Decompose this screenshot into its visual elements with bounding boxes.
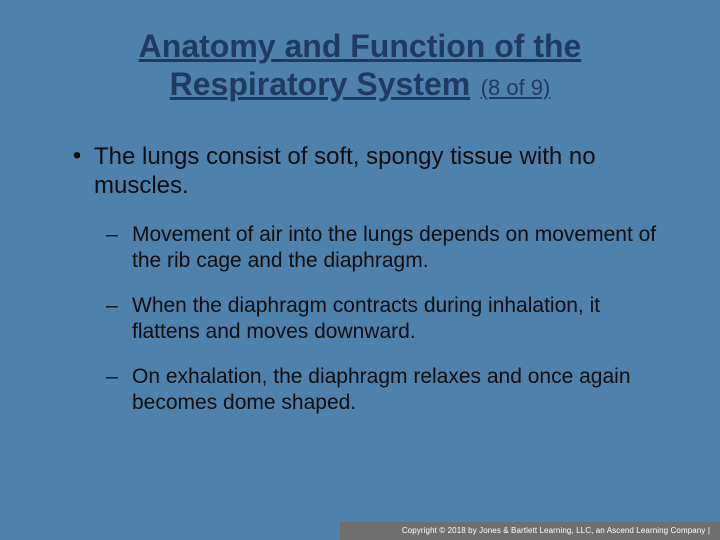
sub-bullets: – Movement of air into the lungs depends… (60, 222, 660, 416)
sub-bullet-text: When the diaphragm contracts during inha… (132, 293, 660, 344)
dash-marker: – (106, 364, 132, 415)
slide-counter: (8 of 9) (481, 75, 551, 100)
dash-marker: – (106, 222, 132, 273)
bullet-level2: – On exhalation, the diaphragm relaxes a… (106, 364, 660, 415)
dash-marker: – (106, 293, 132, 344)
bullet-level2: – When the diaphragm contracts during in… (106, 293, 660, 344)
slide-title-block: Anatomy and Function of the Respiratory … (50, 28, 670, 104)
slide: Anatomy and Function of the Respiratory … (0, 0, 720, 540)
bullet-level1: • The lungs consist of soft, spongy tiss… (60, 142, 660, 201)
bullet-text: The lungs consist of soft, spongy tissue… (94, 142, 660, 201)
sub-bullet-text: On exhalation, the diaphragm relaxes and… (132, 364, 660, 415)
bullet-level2: – Movement of air into the lungs depends… (106, 222, 660, 273)
bullet-marker: • (60, 142, 94, 201)
sub-bullet-text: Movement of air into the lungs depends o… (132, 222, 660, 273)
copyright-footer: Copyright © 2018 by Jones & Bartlett Lea… (340, 522, 720, 540)
slide-body: • The lungs consist of soft, spongy tiss… (50, 142, 670, 416)
